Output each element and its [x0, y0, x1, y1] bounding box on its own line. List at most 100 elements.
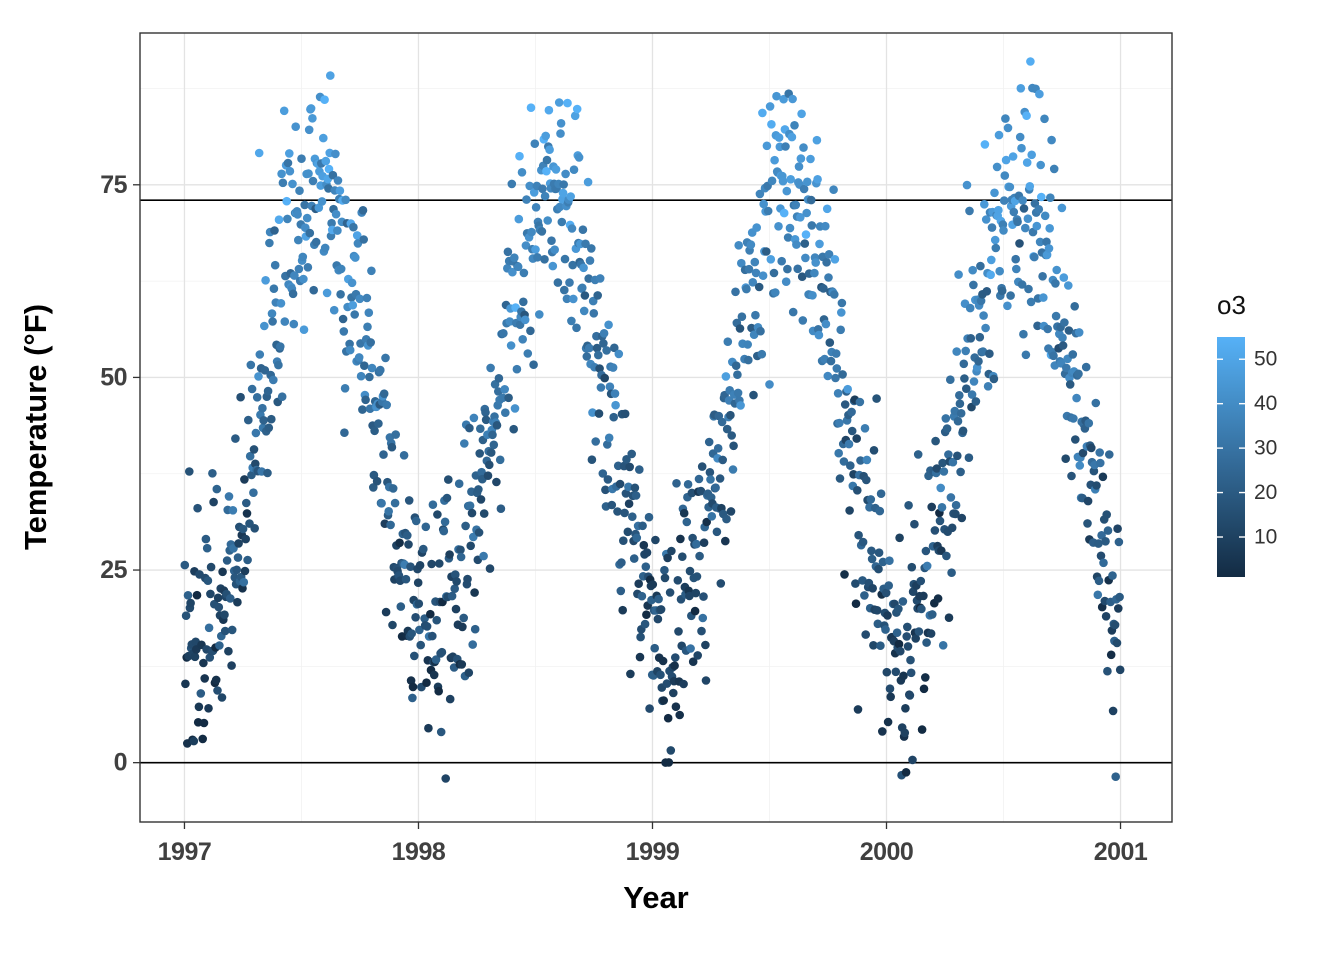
data-point: [474, 485, 483, 494]
data-point: [806, 154, 815, 164]
data-point: [580, 291, 590, 300]
data-point: [1000, 171, 1010, 180]
data-point: [966, 334, 976, 343]
data-point: [750, 257, 760, 267]
data-point: [501, 408, 510, 418]
data-point: [743, 340, 752, 349]
data-point: [203, 576, 213, 585]
data-point: [408, 693, 417, 703]
data-point: [370, 426, 379, 436]
data-point: [327, 218, 336, 228]
data-point: [366, 338, 376, 347]
data-point: [658, 656, 668, 666]
data-point: [942, 551, 951, 561]
data-point: [624, 499, 634, 509]
data-point: [258, 403, 267, 413]
data-point: [660, 573, 670, 583]
data-point: [990, 188, 999, 198]
data-point: [767, 120, 776, 129]
data-point: [964, 453, 974, 463]
data-point: [247, 384, 257, 394]
data-point: [866, 495, 876, 504]
data-point: [331, 149, 340, 159]
data-point: [702, 517, 711, 527]
data-point: [960, 374, 969, 383]
data-point: [1019, 204, 1029, 213]
data-point: [404, 496, 414, 505]
data-point: [458, 622, 467, 632]
data-point: [982, 287, 992, 296]
data-point: [556, 119, 566, 128]
data-point: [1074, 369, 1083, 379]
data-point: [994, 130, 1004, 140]
data-point: [415, 625, 424, 635]
data-point: [851, 579, 860, 588]
data-point: [961, 346, 970, 356]
data-point: [900, 728, 910, 738]
data-point: [799, 184, 809, 194]
data-point: [749, 390, 758, 400]
data-point: [585, 256, 595, 265]
data-point: [514, 214, 524, 224]
data-point: [565, 278, 574, 287]
data-point: [999, 226, 1008, 235]
data-point: [545, 145, 554, 154]
data-point: [239, 577, 249, 587]
data-point: [867, 554, 877, 564]
data-point: [605, 382, 615, 392]
data-point: [585, 343, 594, 353]
data-point: [199, 658, 208, 668]
data-point: [1078, 448, 1088, 458]
data-point: [1060, 318, 1069, 327]
data-point: [403, 531, 412, 540]
data-point: [440, 517, 450, 527]
data-point: [959, 359, 969, 369]
data-point: [242, 509, 252, 518]
data-point: [832, 364, 842, 373]
data-point: [1049, 164, 1059, 174]
data-point: [777, 256, 786, 266]
data-point: [769, 268, 779, 278]
colorbar-tick-label: 50: [1254, 348, 1277, 371]
data-point: [862, 455, 872, 465]
data-point: [628, 512, 637, 521]
data-point: [617, 558, 626, 567]
data-point: [858, 537, 868, 547]
data-point: [386, 520, 395, 530]
data-point: [733, 388, 743, 398]
data-point: [608, 363, 618, 372]
data-point: [673, 576, 683, 585]
data-point: [854, 530, 863, 540]
data-point: [379, 450, 388, 459]
data-point: [1091, 398, 1101, 408]
data-point: [624, 482, 633, 492]
data-point: [563, 98, 572, 108]
data-point: [847, 407, 856, 417]
data-point: [1067, 471, 1076, 481]
data-point: [853, 705, 863, 714]
data-point: [519, 268, 529, 278]
data-point: [671, 702, 681, 711]
data-point: [876, 641, 885, 650]
colorbar-tick-label: 20: [1254, 481, 1277, 504]
data-point: [728, 465, 738, 474]
data-point: [614, 349, 624, 359]
data-point: [662, 679, 672, 688]
data-point: [774, 222, 783, 231]
data-point: [957, 513, 967, 523]
data-point: [736, 401, 745, 410]
data-point: [691, 588, 701, 598]
data-point: [834, 448, 843, 458]
data-point: [967, 390, 977, 399]
data-point: [269, 284, 279, 294]
data-point: [788, 94, 797, 104]
data-point: [291, 122, 301, 131]
data-point: [931, 436, 940, 446]
data-point: [1052, 265, 1061, 275]
data-point: [578, 225, 588, 234]
data-point: [835, 418, 844, 428]
data-point: [686, 644, 695, 653]
data-point: [422, 622, 432, 631]
data-point: [374, 419, 383, 428]
data-point: [910, 519, 919, 529]
